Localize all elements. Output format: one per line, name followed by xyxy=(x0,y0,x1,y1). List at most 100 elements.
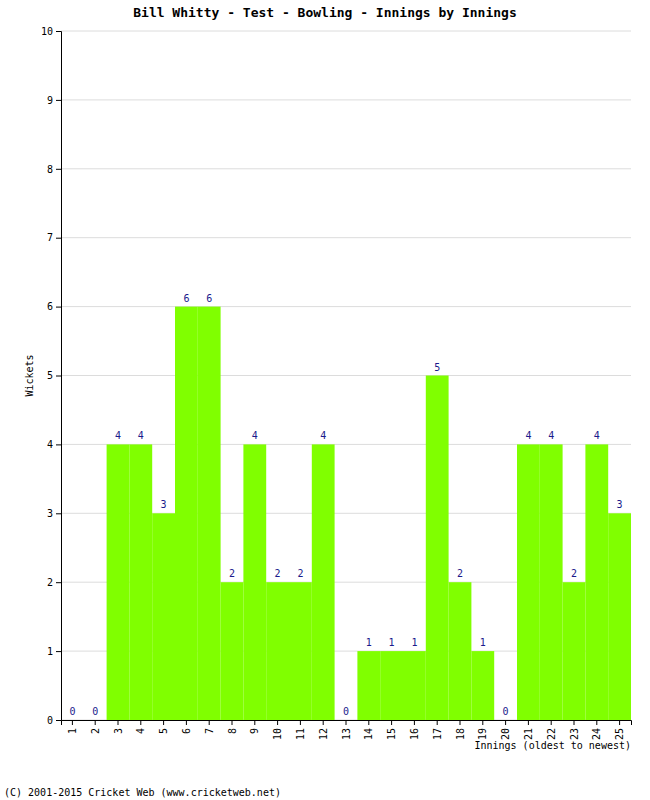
y-tick-mark xyxy=(56,376,61,377)
y-axis-line xyxy=(56,32,62,721)
data-label: 4 xyxy=(138,430,144,441)
x-tick-label: 17 xyxy=(432,728,443,740)
x-tick-label: 25 xyxy=(614,728,625,740)
x-tick: 4 xyxy=(135,720,146,734)
bar xyxy=(357,651,380,720)
x-tick-mark xyxy=(186,720,187,725)
data-label: 2 xyxy=(275,568,281,579)
x-tick-mark xyxy=(574,720,575,725)
bar xyxy=(175,307,198,720)
x-tick: 12 xyxy=(318,720,329,740)
y-tick-label: 8 xyxy=(47,164,53,175)
bar xyxy=(129,444,152,720)
y-tick: 3 xyxy=(47,508,61,519)
grid-line xyxy=(61,237,631,238)
x-tick-mark xyxy=(368,720,369,725)
bar xyxy=(608,513,631,720)
x-tick: 3 xyxy=(113,720,124,734)
bar xyxy=(403,651,426,720)
x-tick-label: 2 xyxy=(90,728,101,734)
x-tick: 25 xyxy=(614,720,625,740)
x-tick-label: 19 xyxy=(477,728,488,740)
x-tick-mark xyxy=(232,720,233,725)
grid-line xyxy=(61,31,631,32)
x-tick: 18 xyxy=(455,720,466,740)
data-label: 0 xyxy=(503,706,509,717)
bar xyxy=(312,444,335,720)
x-tick-mark xyxy=(391,720,392,725)
y-tick-label: 7 xyxy=(47,232,53,243)
x-tick-label: 13 xyxy=(341,728,352,740)
y-tick: 5 xyxy=(47,370,61,381)
bar xyxy=(426,376,449,721)
x-tick-label: 7 xyxy=(204,728,215,734)
x-tick-mark xyxy=(437,720,438,725)
x-axis-line xyxy=(62,721,632,726)
x-tick-label: 23 xyxy=(569,728,580,740)
bar xyxy=(243,444,266,720)
data-label: 6 xyxy=(183,293,189,304)
x-tick-label: 4 xyxy=(135,728,146,734)
data-label: 6 xyxy=(206,293,212,304)
x-tick-mark xyxy=(551,720,552,725)
y-tick: 6 xyxy=(47,301,61,312)
y-tick-mark xyxy=(56,100,61,101)
footer: (C) 2001-2015 Cricket Web (www.cricketwe… xyxy=(4,787,281,798)
x-tick-mark xyxy=(254,720,255,725)
chart: 0044366242240111521044243012345678910123… xyxy=(0,0,650,800)
x-tick-label: 21 xyxy=(523,728,534,740)
x-tick-label: 14 xyxy=(363,728,374,740)
data-label: 2 xyxy=(457,568,463,579)
x-tick-mark xyxy=(346,720,347,725)
bar xyxy=(84,720,107,721)
y-tick-label: 9 xyxy=(47,95,53,106)
x-tick: 1 xyxy=(67,720,78,734)
x-tick-mark xyxy=(596,720,597,725)
x-axis: 1234567891011121314151617181920212223242… xyxy=(62,720,632,740)
x-tick: 9 xyxy=(249,720,260,734)
x-tick-mark xyxy=(163,720,164,725)
x-tick: 19 xyxy=(477,720,488,740)
x-axis-title: Innings (oldest to newest) xyxy=(474,740,631,751)
bars xyxy=(107,307,631,720)
data-label: 2 xyxy=(229,568,235,579)
x-tick-mark xyxy=(300,720,301,725)
x-tick-mark xyxy=(482,720,483,725)
data-label: 2 xyxy=(297,568,303,579)
y-tick-mark xyxy=(56,31,61,32)
bar xyxy=(266,582,289,720)
x-tick: 16 xyxy=(409,720,420,740)
x-tick: 14 xyxy=(363,720,374,740)
x-tick-label: 12 xyxy=(318,728,329,740)
bar xyxy=(107,444,130,720)
y-axis: 012345678910 xyxy=(41,26,62,726)
data-label: 4 xyxy=(252,430,258,441)
data-label: 4 xyxy=(525,430,531,441)
title: Bill Whitty - Test - Bowling - Innings b… xyxy=(133,5,517,20)
y-tick-mark xyxy=(56,582,61,583)
y-tick: 4 xyxy=(47,439,61,450)
x-tick-mark xyxy=(140,720,141,725)
x-tick-label: 15 xyxy=(386,728,397,740)
y-tick-mark xyxy=(56,513,61,514)
data-label: 5 xyxy=(434,362,440,373)
grid-line xyxy=(61,168,631,169)
x-tick: 8 xyxy=(227,720,238,734)
y-tick-mark xyxy=(56,444,61,445)
y-axis-title: Wickets xyxy=(24,354,35,396)
bar xyxy=(289,582,312,720)
x-tick-mark xyxy=(95,720,96,725)
bar xyxy=(449,582,472,720)
x-tick-mark xyxy=(505,720,506,725)
x-tick-label: 8 xyxy=(227,728,238,734)
bar xyxy=(380,651,403,720)
y-tick-label: 3 xyxy=(47,508,53,519)
y-tick: 10 xyxy=(41,26,61,37)
grid xyxy=(61,31,631,720)
y-tick-label: 4 xyxy=(47,439,53,450)
x-tick: 10 xyxy=(272,720,283,740)
bar xyxy=(471,651,494,720)
x-tick-mark xyxy=(619,720,620,725)
x-tick: 20 xyxy=(500,720,511,740)
data-label: 2 xyxy=(571,568,577,579)
